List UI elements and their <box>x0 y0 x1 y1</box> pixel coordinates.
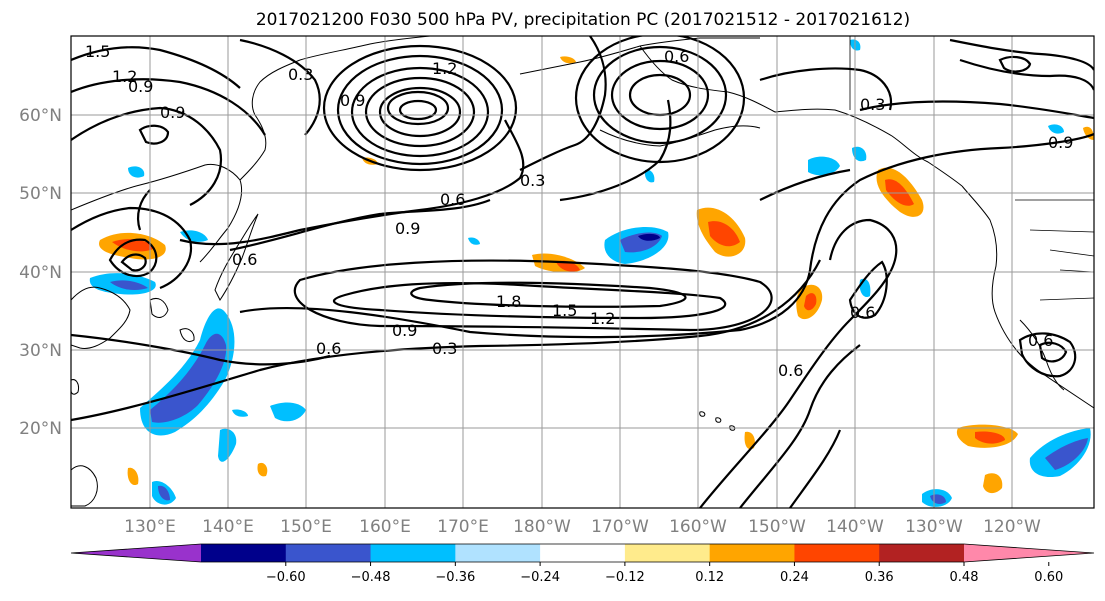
contour-label: 0.9 <box>128 77 153 96</box>
lat-label: 50°N <box>19 184 62 204</box>
lon-label: 160°E <box>359 517 411 537</box>
lon-label: 180°W <box>513 517 571 537</box>
lon-label: 150°E <box>280 517 332 537</box>
colorbar-tick-label: 0.36 <box>865 570 894 585</box>
contour-label: 1.2 <box>590 309 615 328</box>
latitude-labels: 60°N 50°N 40°N 30°N 20°N <box>19 106 62 439</box>
contour-label: 0.6 <box>850 303 875 322</box>
colorbar-tick-label: 0.48 <box>950 570 979 585</box>
contour-label: 1.8 <box>496 292 521 311</box>
contour-label: 0.6 <box>316 339 341 358</box>
colorbar-tick-label: 0.24 <box>780 570 809 585</box>
contour-label: 0.9 <box>1048 133 1073 152</box>
contour-label: 0.9 <box>340 91 365 110</box>
colorbar-bin <box>879 544 965 562</box>
map-frame <box>70 35 1095 509</box>
colorbar-bin <box>624 544 711 562</box>
contour-label: 1.2 <box>112 67 137 86</box>
lon-label: 150°W <box>748 517 806 537</box>
lat-label: 60°N <box>19 106 62 126</box>
lon-label: 130°E <box>124 517 176 537</box>
contour-label: 0.3 <box>520 171 545 190</box>
graticule <box>71 36 1094 508</box>
contour-label: 0.9 <box>392 321 417 340</box>
longitude-labels: 130°E 140°E 150°E 160°E 170°E 180°W 170°… <box>124 517 1041 537</box>
lat-label: 30°N <box>19 341 62 361</box>
colorbar-extension-low <box>71 544 201 562</box>
contour-label: 0.6 <box>778 361 803 380</box>
contour-label: 0.6 <box>440 190 465 209</box>
pv-contours <box>71 36 1094 508</box>
colorbar-bin <box>540 544 626 562</box>
lon-label: 120°W <box>983 517 1041 537</box>
contour-label: 0.3 <box>288 65 313 84</box>
colorbar-tick-label: −0.12 <box>605 570 645 585</box>
colorbar-tick-label: −0.48 <box>351 570 391 585</box>
colorbar-tick-label: −0.60 <box>266 570 306 585</box>
colorbar-bin <box>201 544 287 562</box>
map-area: 1.5 1.2 0.9 0.3 0.9 1.2 0.9 0.6 0.6 0.9 … <box>71 36 1094 508</box>
lon-label: 140°W <box>826 517 884 537</box>
lon-label: 170°W <box>591 517 649 537</box>
colorbar-bin <box>709 544 795 562</box>
colorbar-tick-label: −0.36 <box>435 570 475 585</box>
colorbar-bin <box>370 544 456 562</box>
colorbar-bin <box>285 544 372 562</box>
colorbar-tick-label: −0.24 <box>520 570 560 585</box>
contour-label: 0.9 <box>160 103 185 122</box>
contour-label: 0.3 <box>432 339 457 358</box>
contour-labels: 1.5 1.2 0.9 0.3 0.9 1.2 0.9 0.6 0.6 0.9 … <box>85 42 1073 380</box>
colorbar-extension-high <box>964 544 1094 562</box>
lon-label: 140°E <box>202 517 254 537</box>
contour-label: 0.3 <box>860 95 885 114</box>
contour-label: 1.5 <box>85 42 110 61</box>
lat-label: 40°N <box>19 263 62 283</box>
contour-label: 0.6 <box>664 47 689 66</box>
contour-label: 0.9 <box>395 219 420 238</box>
colorbar-outline <box>70 543 1095 563</box>
contour-label: 0.6 <box>232 250 257 269</box>
colorbar-bin <box>455 544 541 562</box>
lon-label: 130°W <box>905 517 963 537</box>
contour-label: 0.6 <box>1028 331 1053 350</box>
lon-label: 160°W <box>669 517 727 537</box>
contour-label: 1.2 <box>432 59 457 78</box>
lon-label: 170°E <box>437 517 489 537</box>
colorbar-tick-label: 0.60 <box>1034 570 1063 585</box>
colorbar: −0.60 −0.48 −0.36 −0.24 −0.12 0.12 0.24 0.36 0.4… <box>70 543 1095 585</box>
colorbar-tick-label: 0.12 <box>695 570 724 585</box>
lat-label: 20°N <box>19 419 62 439</box>
colorbar-bin <box>794 544 880 562</box>
precip-positive-shading <box>99 56 1094 494</box>
map-title: 2017021200 F030 500 hPa PV, precipitatio… <box>256 10 910 30</box>
contour-label: 1.5 <box>552 301 577 320</box>
